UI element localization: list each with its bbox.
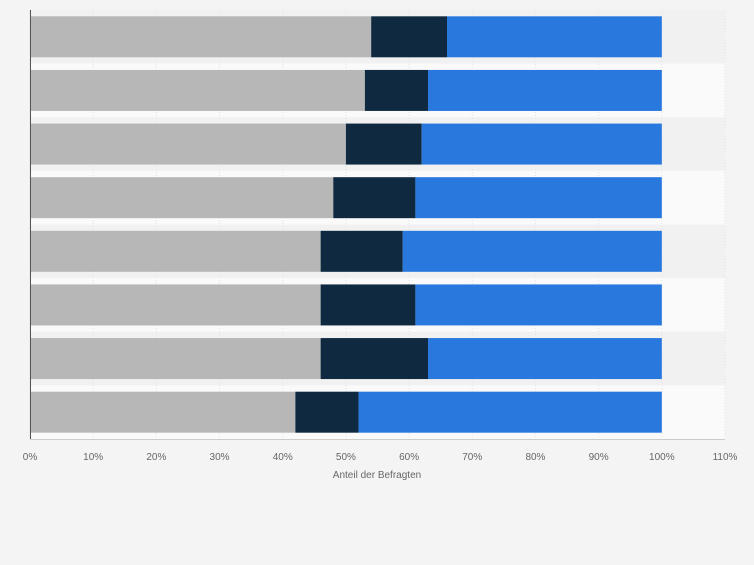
x-tick-label: 60% <box>399 452 419 463</box>
bar-segment-row-6-series-1 <box>30 284 321 326</box>
bars <box>30 16 662 433</box>
bar-segment-row-4-series-1 <box>30 177 334 219</box>
bar-segment-row-1-series-1 <box>30 16 372 58</box>
bar-segment-row-7-series-1 <box>30 338 321 380</box>
x-tick-label: 50% <box>336 452 356 463</box>
x-tick-label: 0% <box>23 452 38 463</box>
bar-segment-row-5-series-1 <box>30 230 321 272</box>
x-tick-label: 90% <box>589 452 609 463</box>
bar-segment-row-1-series-2 <box>371 16 447 58</box>
bar-segment-row-7-series-3 <box>428 338 662 380</box>
x-tick-label: 100% <box>649 452 675 463</box>
bar-segment-row-1-series-3 <box>447 16 662 58</box>
x-tick-label: 40% <box>273 452 293 463</box>
bar-segment-row-2-series-1 <box>30 69 365 111</box>
x-tick-label: 80% <box>525 452 545 463</box>
bar-segment-row-6-series-3 <box>415 284 662 326</box>
bar-segment-row-4-series-3 <box>415 177 662 219</box>
bar-segment-row-8-series-1 <box>30 391 296 433</box>
x-tick-label: 20% <box>146 452 166 463</box>
bar-segment-row-3-series-2 <box>345 123 422 165</box>
bar-segment-row-8-series-2 <box>295 391 359 433</box>
bar-segment-row-8-series-3 <box>358 391 662 433</box>
bar-segment-row-2-series-3 <box>428 69 662 111</box>
x-tick-label: 110% <box>713 452 738 463</box>
axes <box>30 10 725 440</box>
bar-segment-row-5-series-3 <box>402 230 662 272</box>
bar-segment-row-7-series-2 <box>320 338 429 380</box>
x-tick-labels: 0% 10% 20% 30% 40% 50% 60% 70% 80% 90% 100% 110% <box>23 452 738 463</box>
bar-segment-row-5-series-2 <box>320 230 403 272</box>
bar-segment-row-2-series-2 <box>364 69 429 111</box>
bar-segment-row-3-series-3 <box>421 123 662 165</box>
x-tick-label: 10% <box>83 452 103 463</box>
bar-segment-row-4-series-2 <box>333 177 416 219</box>
x-tick-label: 70% <box>462 452 482 463</box>
x-tick-label: 30% <box>210 452 230 463</box>
x-axis-label: Anteil der Befragten <box>333 470 421 481</box>
bar-segment-row-6-series-2 <box>320 284 416 326</box>
bar-segment-row-3-series-1 <box>30 123 346 165</box>
